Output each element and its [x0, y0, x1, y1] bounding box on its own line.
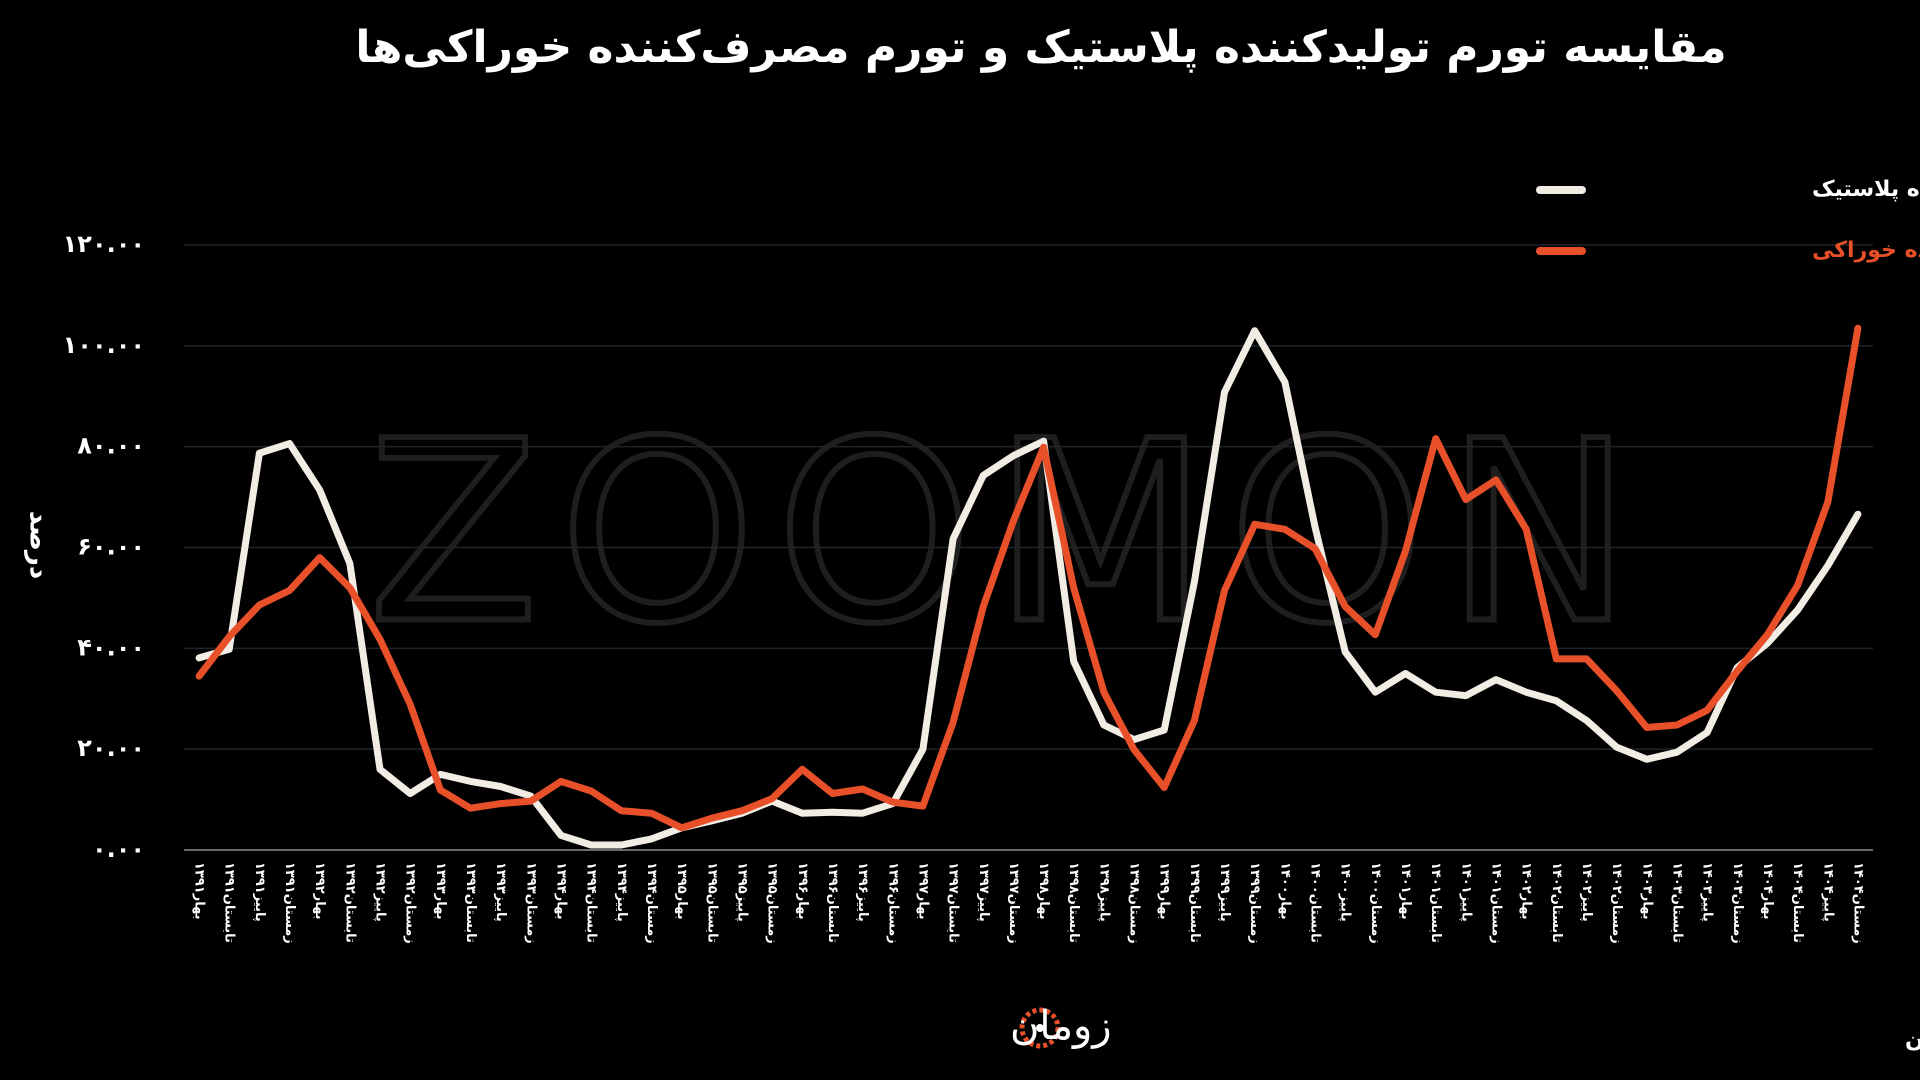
y-tick-label: ۴۰.۰۰	[77, 633, 145, 661]
x-tick-label: تابستان۱۳۹۱	[222, 862, 237, 943]
y-tick-label: ۸۰.۰۰	[77, 432, 145, 460]
x-tick-label: بهار۱۳۹۲	[312, 862, 327, 920]
x-tick-label: بهار۱۴۰۳	[1639, 862, 1654, 920]
x-tick-label: تابستان۱۳۹۸	[1066, 862, 1081, 943]
x-tick-label: زمستان۱۴۰۲	[1609, 862, 1624, 944]
x-tick-label: پاییز۱۴۰۴	[1820, 862, 1835, 922]
x-tick-label: بهار۱۳۹۴	[554, 862, 569, 920]
x-tick-label: پاییز۱۴۰۳	[1700, 862, 1715, 922]
x-tick-label: پاییز۱۴۰۲	[1579, 862, 1594, 922]
x-tick-label: زمستان۱۳۹۵	[765, 862, 780, 944]
x-tick-label: زمستان۱۳۹۶	[885, 862, 900, 944]
logo-icon-dot	[1036, 1024, 1044, 1032]
x-tick-label: زمستان۱۳۹۴	[644, 862, 659, 944]
x-tick-label: زمستان۱۳۹۲	[403, 862, 418, 944]
x-tick-label: پاییز۱۳۹۲	[373, 862, 388, 922]
x-tick-label: تابستان۱۳۹۷	[946, 862, 961, 943]
x-tick-label: تابستان۱۴۰۱	[1428, 862, 1443, 943]
x-tick-label: پاییز۱۳۹۵	[734, 862, 749, 922]
x-tick-label: بهار۱۳۹۶	[795, 862, 810, 920]
x-tick-label: پاییز۱۳۹۴	[614, 862, 629, 922]
x-tick-label: تابستان۱۳۹۹	[1187, 862, 1202, 943]
x-tick-label: زمستان۱۴۰۰	[1368, 862, 1383, 944]
x-tick-label: زمستان۱۴۰۳	[1730, 862, 1745, 944]
x-tick-label: زمستان۱۴۰۴	[1850, 862, 1865, 944]
x-tick-label: پاییز۱۴۰۰	[1338, 862, 1353, 922]
x-tick-label: بهار۱۳۹۱	[192, 862, 207, 920]
y-tick-label: ۰.۰۰	[92, 835, 145, 863]
y-tick-label: ۶۰.۰۰	[77, 533, 145, 561]
y-axis-label: درصد	[24, 511, 54, 579]
x-tick-label: بهار۱۳۹۸	[1036, 862, 1051, 920]
source: منبع: مرکز آمار ایران	[1905, 1025, 1920, 1053]
watermark: ZOOMON	[368, 387, 1652, 678]
x-tick-label: زمستان۱۳۹۸	[1127, 862, 1142, 944]
series-line	[195, 327, 1862, 849]
x-tick-label: پاییز۱۴۰۱	[1458, 862, 1473, 922]
x-tick-label: زمستان۱۴۰۱	[1488, 862, 1503, 944]
x-tick-label: بهار۱۴۰۱	[1398, 862, 1413, 920]
x-tick-label: پاییز۱۳۹۹	[1217, 862, 1232, 922]
x-tick-label: پاییز۱۳۹۳	[493, 862, 508, 922]
logo-icon	[1019, 1007, 1061, 1049]
x-tick-label: بهار۱۴۰۰	[1277, 862, 1292, 920]
x-tick-label: بهار۱۳۹۷	[915, 862, 930, 920]
legend-label: تولید کننده پلاستیک	[1812, 177, 1920, 202]
logo	[1019, 1007, 1061, 1049]
x-tick-label: زمستان۱۳۹۳	[523, 862, 538, 944]
y-tick-label: ۱۲۰.۰۰	[63, 230, 145, 258]
x-tick-label: تابستان۱۴۰۴	[1790, 862, 1805, 943]
x-tick-label: بهار۱۳۹۵	[674, 862, 689, 920]
x-tick-label: تابستان۱۳۹۲	[342, 862, 357, 943]
x-tick-label: پاییز۱۳۹۶	[855, 862, 870, 922]
x-tick-label: بهار۱۳۹۳	[433, 862, 448, 920]
x-tick-label: زمستان۱۳۹۱	[282, 862, 297, 944]
x-tick-label: تابستان۱۳۹۳	[463, 862, 478, 943]
legend-label: تورم مصرف کننده خوراکی	[1812, 238, 1920, 263]
series-line	[195, 324, 1862, 832]
x-tick-label: تابستان۱۳۹۴	[584, 862, 599, 943]
y-tick-label: ۲۰.۰۰	[77, 734, 145, 762]
x-tick-label: تابستان۱۴۰۲	[1549, 862, 1564, 943]
chart-title: مقایسه تورم تولیدکننده پلاستیک و تورم مص…	[355, 22, 1726, 73]
x-tick-label: بهار۱۳۹۹	[1157, 862, 1172, 920]
x-tick-label: تابستان۱۴۰۰	[1308, 862, 1323, 943]
x-tick-label: زمستان۱۳۹۹	[1247, 862, 1262, 944]
x-tick-label: بهار۱۴۰۲	[1519, 862, 1534, 920]
logo-text: زومان	[1010, 1003, 1112, 1049]
x-tick-label: زمستان۱۳۹۷	[1006, 862, 1021, 944]
x-tick-label: تابستان۱۳۹۶	[825, 862, 840, 943]
x-tick-label: پاییز۱۳۹۸	[1096, 862, 1111, 922]
x-tick-label: بهار۱۴۰۴	[1760, 862, 1775, 920]
x-tick-label: پاییز۱۳۹۷	[976, 862, 991, 922]
x-tick-label: تابستان۱۳۹۵	[704, 862, 719, 943]
x-tick-label: پاییز۱۳۹۱	[252, 862, 267, 922]
y-tick-label: ۱۰۰.۰۰	[63, 331, 145, 359]
x-tick-label: تابستان۱۴۰۳	[1669, 862, 1684, 943]
